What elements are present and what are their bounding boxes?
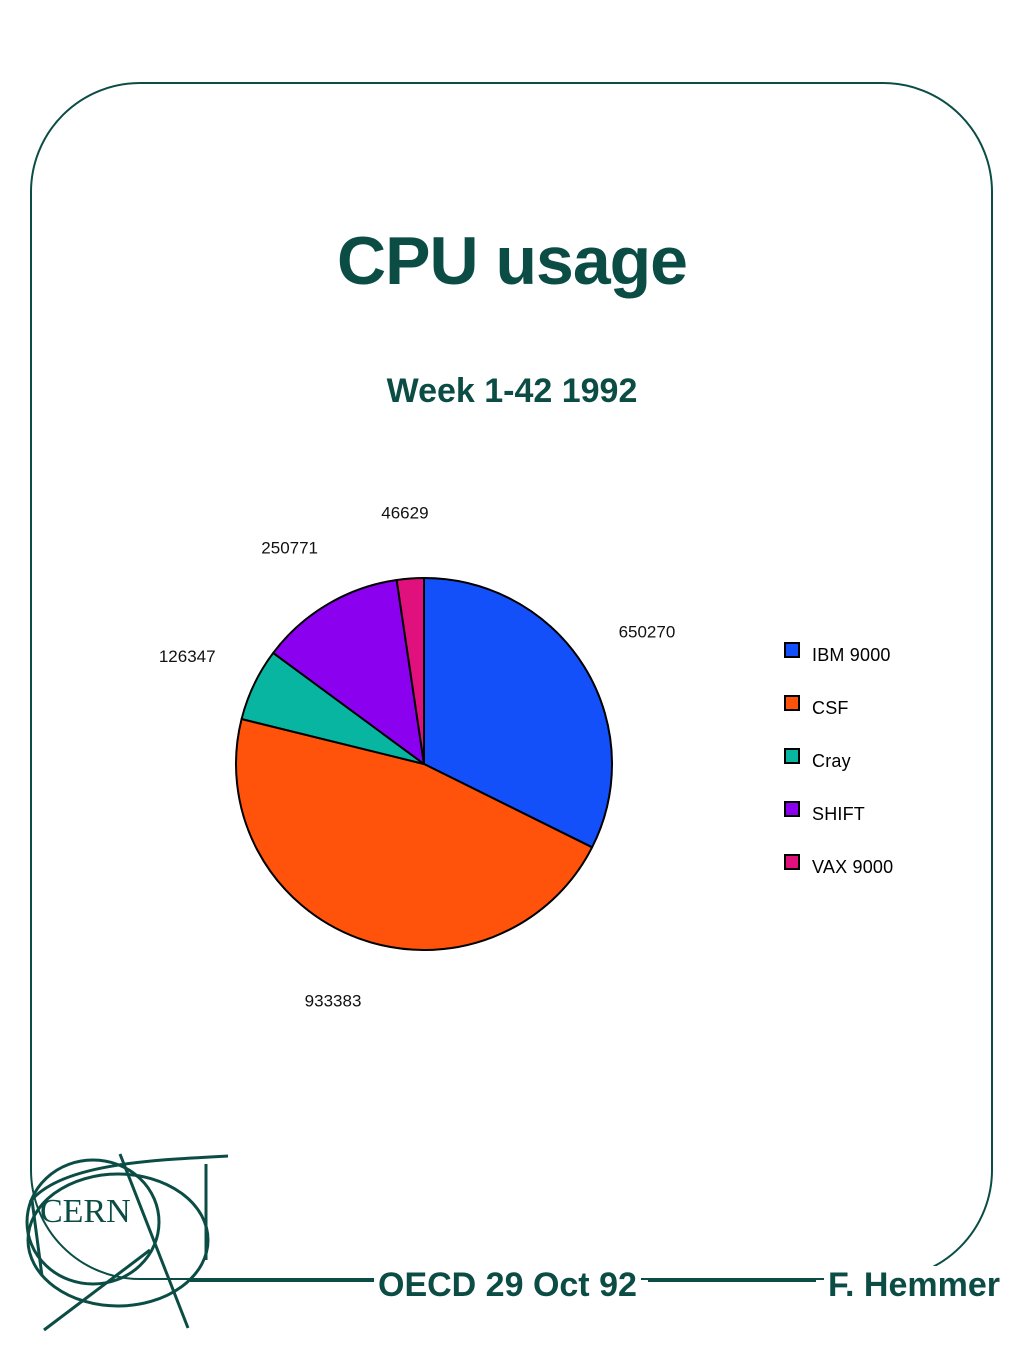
legend-item: VAX 9000	[784, 854, 893, 907]
legend-item: SHIFT	[784, 801, 893, 854]
legend-swatch	[784, 801, 800, 817]
legend-label: CSF	[812, 698, 849, 718]
pie-slices	[235, 577, 613, 951]
footer-rule-left	[190, 1280, 380, 1282]
page-subtitle: Week 1-42 1992	[386, 372, 638, 410]
slice-value-label: 250771	[261, 539, 318, 558]
pie-slice-ibm-9000	[423, 577, 613, 849]
footer-event: OECD 29 Oct 92	[374, 1266, 641, 1305]
legend-swatch	[784, 748, 800, 764]
legend-label: Cray	[812, 751, 851, 771]
legend-item: CSF	[784, 695, 893, 748]
slice-value-label: 126347	[159, 647, 216, 666]
pie-slice-csf	[235, 717, 594, 951]
slice-value-label: 650270	[619, 623, 676, 642]
logo-text: CERN	[40, 1193, 131, 1230]
legend-label: VAX 9000	[812, 857, 894, 877]
legend-label: SHIFT	[812, 804, 865, 824]
page-title: CPU usage	[337, 223, 688, 299]
legend-item: Cray	[784, 748, 893, 801]
legend-label: IBM 9000	[812, 645, 891, 665]
legend-swatch	[784, 695, 800, 711]
legend-swatch	[784, 642, 800, 658]
footer-author: F. Hemmer	[824, 1266, 1004, 1305]
slice-value-label: 933383	[305, 991, 362, 1010]
pie-slice-vax-9000	[395, 577, 425, 765]
legend-item: IBM 9000	[784, 642, 893, 695]
footer-rule-right	[648, 1280, 816, 1282]
pie-slice-shift	[272, 578, 425, 765]
cern-logo: CERN	[25, 1153, 229, 1332]
legend-swatch	[784, 854, 800, 870]
pie-value-labels: 650270 933383 126347 250771 46629	[159, 504, 675, 1011]
chart-legend: IBM 9000 CSF Cray SHIFT VAX 9000	[784, 642, 893, 907]
slice-value-label: 46629	[381, 504, 428, 523]
